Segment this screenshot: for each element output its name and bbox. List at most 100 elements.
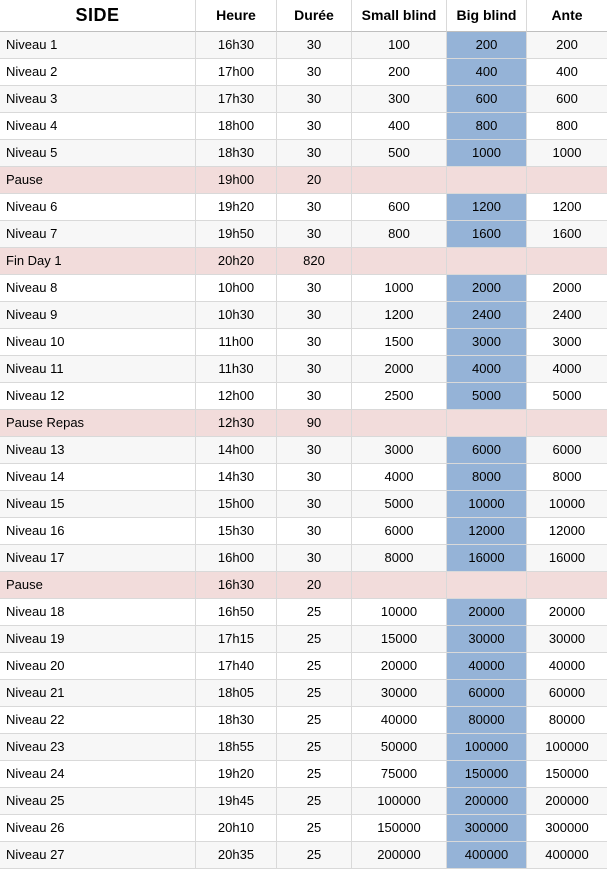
- cell-ante[interactable]: 1000: [527, 140, 607, 167]
- cell-label[interactable]: Niveau 4: [0, 113, 196, 140]
- cell-small-blind[interactable]: [352, 167, 447, 194]
- cell-big-blind[interactable]: 3000: [447, 329, 527, 356]
- cell-ante[interactable]: 12000: [527, 518, 607, 545]
- cell-small-blind[interactable]: 150000: [352, 815, 447, 842]
- cell-label[interactable]: Niveau 17: [0, 545, 196, 572]
- cell-duree[interactable]: 25: [277, 842, 352, 869]
- cell-small-blind[interactable]: 6000: [352, 518, 447, 545]
- cell-duree[interactable]: 25: [277, 761, 352, 788]
- cell-small-blind[interactable]: [352, 248, 447, 275]
- cell-big-blind[interactable]: 8000: [447, 464, 527, 491]
- cell-heure[interactable]: 18h30: [196, 140, 277, 167]
- cell-ante[interactable]: 40000: [527, 653, 607, 680]
- cell-small-blind[interactable]: 1500: [352, 329, 447, 356]
- cell-duree[interactable]: 30: [277, 113, 352, 140]
- cell-label[interactable]: Niveau 10: [0, 329, 196, 356]
- cell-heure[interactable]: 20h35: [196, 842, 277, 869]
- cell-label[interactable]: Niveau 22: [0, 707, 196, 734]
- cell-ante[interactable]: 600: [527, 86, 607, 113]
- cell-heure[interactable]: 18h30: [196, 707, 277, 734]
- cell-big-blind[interactable]: 150000: [447, 761, 527, 788]
- cell-small-blind[interactable]: 500: [352, 140, 447, 167]
- cell-ante[interactable]: [527, 410, 607, 437]
- cell-duree[interactable]: 30: [277, 194, 352, 221]
- cell-heure[interactable]: 20h20: [196, 248, 277, 275]
- cell-big-blind[interactable]: 200: [447, 32, 527, 59]
- cell-big-blind[interactable]: 80000: [447, 707, 527, 734]
- cell-small-blind[interactable]: 1200: [352, 302, 447, 329]
- cell-big-blind[interactable]: 400: [447, 59, 527, 86]
- cell-big-blind[interactable]: 6000: [447, 437, 527, 464]
- cell-duree[interactable]: 30: [277, 59, 352, 86]
- cell-ante[interactable]: 80000: [527, 707, 607, 734]
- cell-ante[interactable]: 5000: [527, 383, 607, 410]
- cell-duree[interactable]: 90: [277, 410, 352, 437]
- cell-ante[interactable]: 16000: [527, 545, 607, 572]
- cell-duree[interactable]: 30: [277, 275, 352, 302]
- cell-duree[interactable]: 30: [277, 329, 352, 356]
- cell-duree[interactable]: 20: [277, 572, 352, 599]
- cell-duree[interactable]: 25: [277, 815, 352, 842]
- cell-ante[interactable]: 3000: [527, 329, 607, 356]
- cell-ante[interactable]: 30000: [527, 626, 607, 653]
- cell-label[interactable]: Niveau 14: [0, 464, 196, 491]
- cell-label[interactable]: Niveau 15: [0, 491, 196, 518]
- cell-label[interactable]: Niveau 25: [0, 788, 196, 815]
- cell-heure[interactable]: 19h20: [196, 194, 277, 221]
- cell-label[interactable]: Niveau 26: [0, 815, 196, 842]
- cell-small-blind[interactable]: 100: [352, 32, 447, 59]
- cell-big-blind[interactable]: 1600: [447, 221, 527, 248]
- cell-ante[interactable]: 300000: [527, 815, 607, 842]
- cell-small-blind[interactable]: 40000: [352, 707, 447, 734]
- cell-label[interactable]: Niveau 1: [0, 32, 196, 59]
- cell-duree[interactable]: 25: [277, 734, 352, 761]
- cell-heure[interactable]: 14h30: [196, 464, 277, 491]
- cell-label[interactable]: Niveau 2: [0, 59, 196, 86]
- cell-ante[interactable]: 20000: [527, 599, 607, 626]
- cell-duree[interactable]: 25: [277, 599, 352, 626]
- cell-small-blind[interactable]: 3000: [352, 437, 447, 464]
- cell-ante[interactable]: 60000: [527, 680, 607, 707]
- cell-label[interactable]: Pause: [0, 167, 196, 194]
- cell-heure[interactable]: 17h40: [196, 653, 277, 680]
- cell-small-blind[interactable]: 20000: [352, 653, 447, 680]
- cell-duree[interactable]: 30: [277, 140, 352, 167]
- cell-ante[interactable]: 200000: [527, 788, 607, 815]
- cell-heure[interactable]: 18h05: [196, 680, 277, 707]
- cell-big-blind[interactable]: 60000: [447, 680, 527, 707]
- cell-heure[interactable]: 12h00: [196, 383, 277, 410]
- cell-label[interactable]: Niveau 20: [0, 653, 196, 680]
- cell-big-blind[interactable]: [447, 572, 527, 599]
- cell-small-blind[interactable]: [352, 410, 447, 437]
- cell-duree[interactable]: 30: [277, 302, 352, 329]
- cell-small-blind[interactable]: 4000: [352, 464, 447, 491]
- cell-duree[interactable]: 30: [277, 518, 352, 545]
- cell-label[interactable]: Niveau 23: [0, 734, 196, 761]
- cell-small-blind[interactable]: 5000: [352, 491, 447, 518]
- cell-label[interactable]: Niveau 21: [0, 680, 196, 707]
- cell-small-blind[interactable]: 15000: [352, 626, 447, 653]
- cell-small-blind[interactable]: 2000: [352, 356, 447, 383]
- cell-big-blind[interactable]: 800: [447, 113, 527, 140]
- cell-label[interactable]: Niveau 11: [0, 356, 196, 383]
- cell-small-blind[interactable]: 800: [352, 221, 447, 248]
- cell-big-blind[interactable]: 12000: [447, 518, 527, 545]
- cell-label[interactable]: Niveau 6: [0, 194, 196, 221]
- cell-small-blind[interactable]: 30000: [352, 680, 447, 707]
- cell-big-blind[interactable]: 2400: [447, 302, 527, 329]
- cell-duree[interactable]: 20: [277, 167, 352, 194]
- cell-heure[interactable]: 16h30: [196, 32, 277, 59]
- cell-heure[interactable]: 20h10: [196, 815, 277, 842]
- cell-small-blind[interactable]: 2500: [352, 383, 447, 410]
- cell-duree[interactable]: 25: [277, 680, 352, 707]
- cell-ante[interactable]: 1600: [527, 221, 607, 248]
- cell-small-blind[interactable]: 200000: [352, 842, 447, 869]
- cell-small-blind[interactable]: 200: [352, 59, 447, 86]
- cell-heure[interactable]: 15h00: [196, 491, 277, 518]
- cell-big-blind[interactable]: 30000: [447, 626, 527, 653]
- cell-duree[interactable]: 25: [277, 707, 352, 734]
- cell-label[interactable]: Niveau 24: [0, 761, 196, 788]
- cell-big-blind[interactable]: [447, 410, 527, 437]
- cell-small-blind[interactable]: 300: [352, 86, 447, 113]
- cell-heure[interactable]: 19h45: [196, 788, 277, 815]
